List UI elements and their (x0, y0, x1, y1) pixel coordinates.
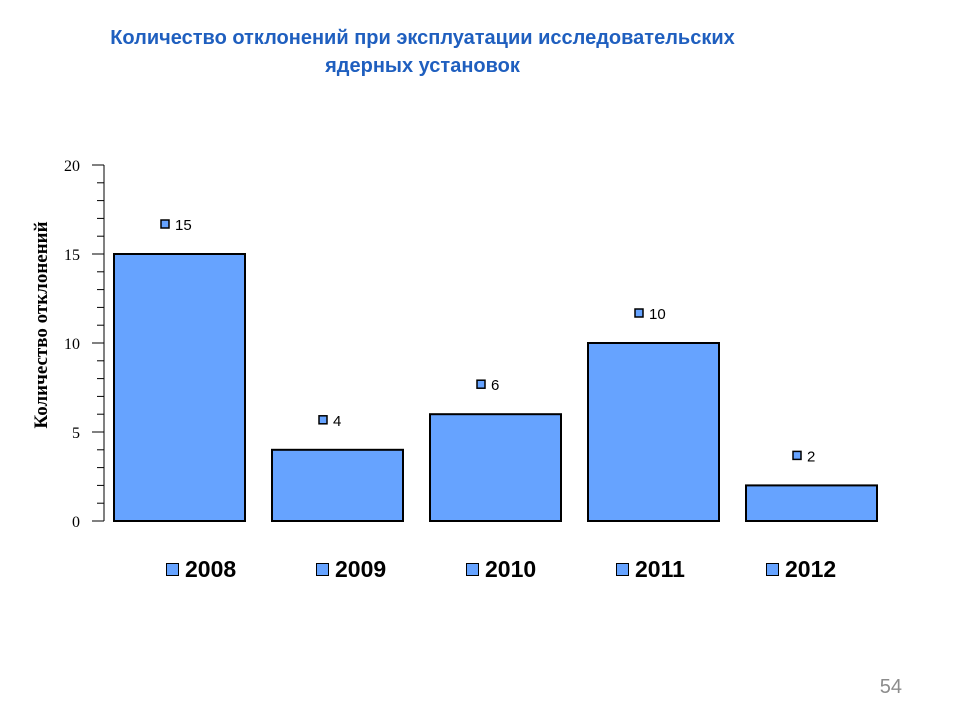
legend-label: 2008 (185, 555, 237, 582)
legend-label: 2011 (635, 555, 685, 582)
y-tick-label: 0 (72, 514, 80, 531)
legend-item-2012: 2012 (766, 553, 836, 585)
legend-label: 2010 (485, 555, 537, 582)
legend-item-2011: 2011 (616, 553, 685, 585)
bar-2011 (587, 342, 720, 522)
y-tick-label: 5 (72, 425, 80, 442)
title-line-2: ядерных установок (325, 55, 520, 77)
page-number: 54 (879, 676, 902, 698)
legend-swatch (466, 562, 479, 576)
legend-swatch (316, 562, 329, 576)
legend-label: 2009 (335, 555, 387, 582)
y-tick-label: 20 (64, 158, 80, 175)
value-label-marker (792, 450, 802, 461)
value-label: 6 (491, 377, 499, 394)
value-label: 15 (175, 217, 192, 234)
slide-title: Количество отклонений при эксплуатации и… (0, 24, 845, 80)
value-label: 10 (649, 306, 666, 323)
chart-legend: 2008 2009 2010 2011 2012 (0, 553, 960, 585)
legend-swatch (166, 562, 179, 576)
value-label-marker (318, 415, 328, 425)
y-tick-label: 10 (64, 336, 80, 353)
value-label: 4 (333, 413, 341, 430)
legend-item-2008: 2008 (166, 553, 236, 585)
bar-2009 (271, 448, 404, 522)
value-label-marker (160, 219, 170, 229)
bar-2012 (745, 484, 878, 522)
value-label-marker (634, 308, 644, 318)
bar-2010 (429, 413, 562, 523)
legend-label: 2012 (785, 555, 837, 582)
value-label: 2 (807, 448, 815, 465)
legend-item-2010: 2010 (466, 553, 536, 585)
value-label-marker (476, 379, 486, 389)
bar-2008 (113, 253, 246, 522)
title-line-1: Количество отклонений при эксплуатации и… (110, 27, 735, 49)
legend-item-2009: 2009 (316, 553, 386, 585)
y-tick-label: 15 (64, 247, 80, 264)
legend-swatch (616, 562, 629, 576)
legend-swatch (766, 562, 779, 576)
